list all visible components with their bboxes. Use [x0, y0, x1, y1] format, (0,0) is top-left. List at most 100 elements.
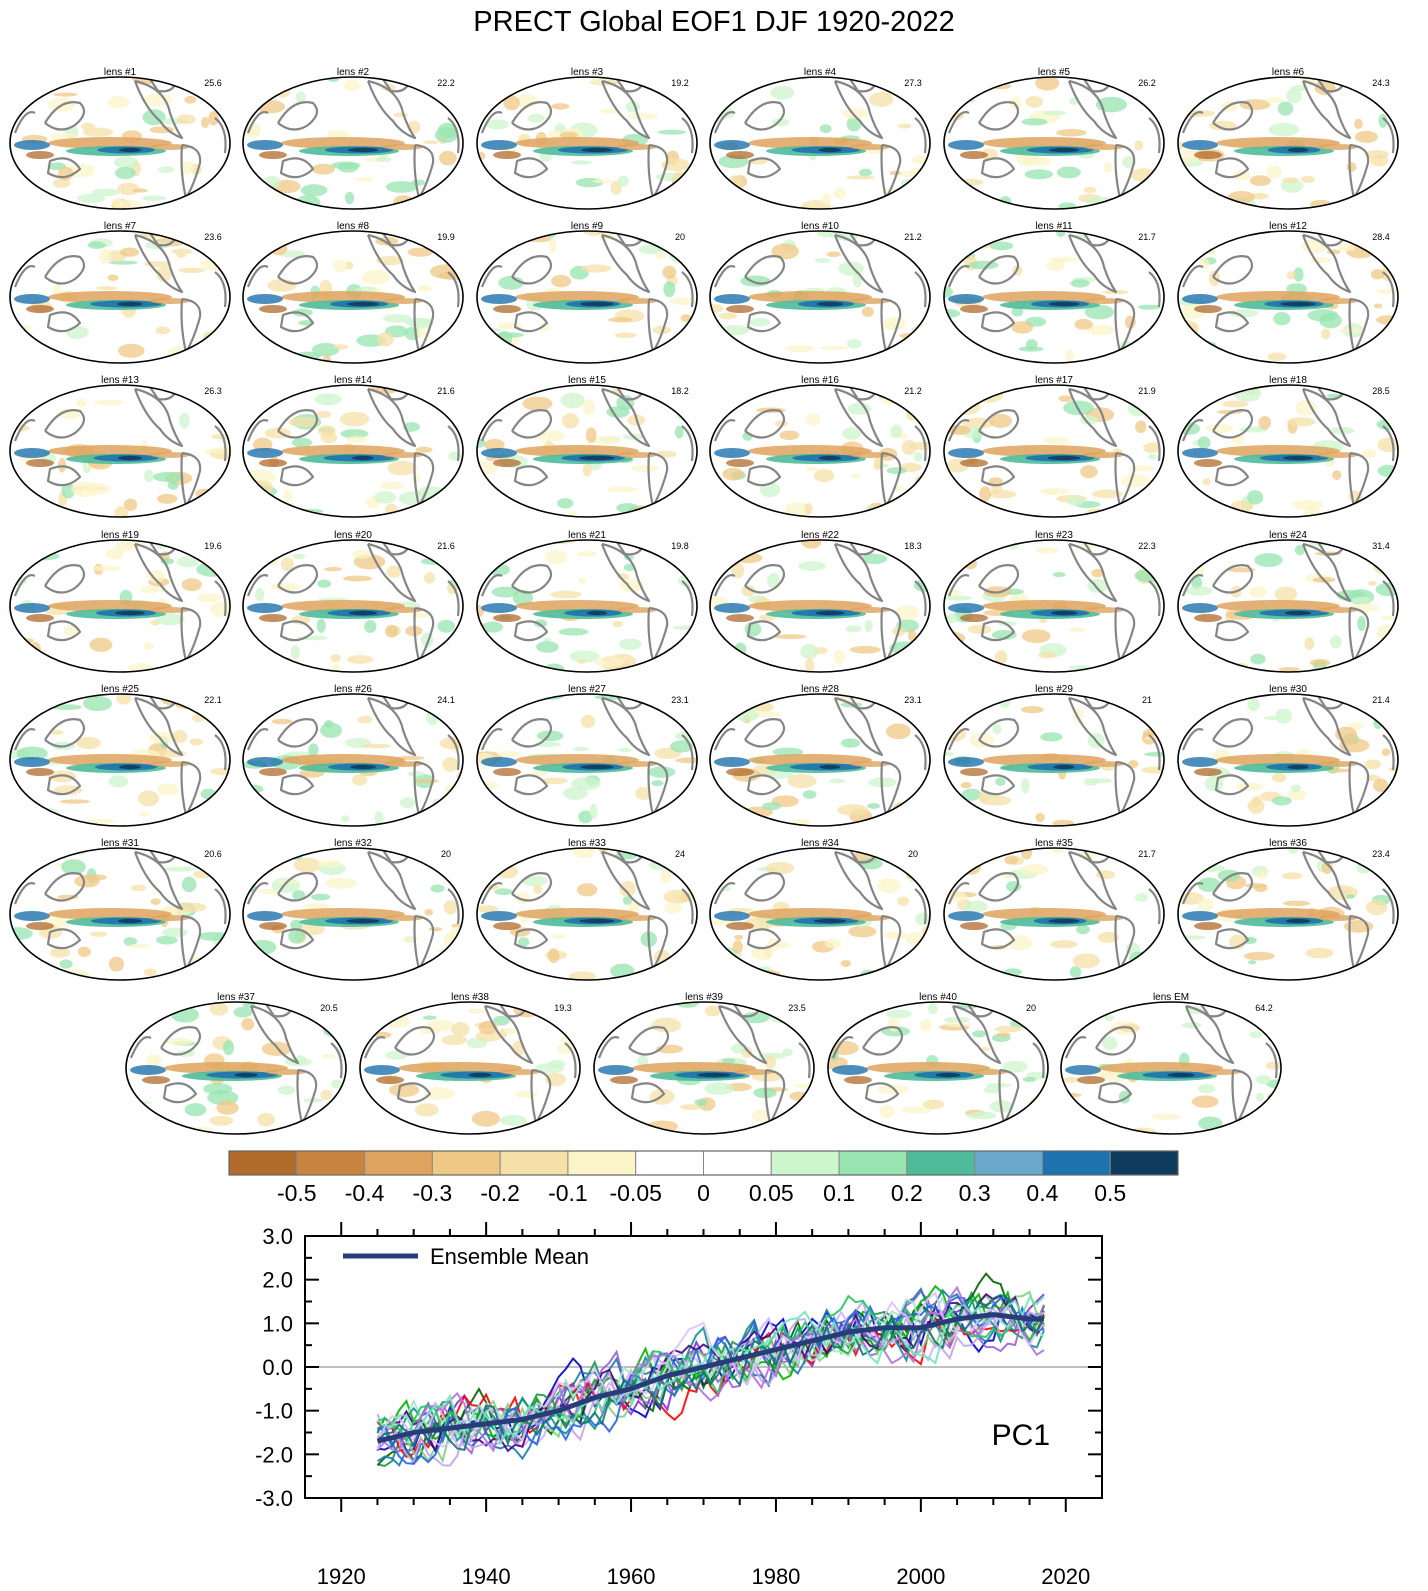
continent-outline	[798, 1042, 811, 1079]
continent-outline	[513, 774, 549, 796]
continent-outline	[746, 620, 782, 642]
panel-variance: 20.5	[320, 1003, 338, 1013]
map-panel: lens #36 23.4	[1177, 838, 1399, 981]
continent-outline	[480, 574, 503, 597]
continent-outline	[1382, 734, 1395, 771]
continent-outline	[413, 451, 435, 508]
continent-outline	[914, 734, 927, 771]
continent-outline	[1148, 117, 1161, 154]
continent-outline	[13, 882, 36, 905]
continent-outline	[366, 387, 417, 448]
continent-outline	[246, 111, 269, 134]
colorbar-label: -0.05	[609, 1180, 661, 1206]
panel-variance: 21.7	[1138, 849, 1156, 859]
x-tick-label: 1980	[751, 1564, 800, 1589]
map-border	[476, 230, 698, 364]
map-border	[242, 847, 464, 981]
continent-outline	[947, 728, 970, 751]
continent-outline	[513, 620, 549, 642]
panel-variance: 24.3	[1372, 78, 1390, 88]
continent-outline	[1301, 696, 1352, 757]
continent-outline	[1382, 888, 1395, 925]
y-tick-label: 0.0	[262, 1355, 293, 1380]
panel-label: lens #10	[801, 221, 839, 232]
continent-outline	[480, 111, 503, 134]
precip-pattern	[1178, 231, 1398, 361]
continent-outline	[1214, 774, 1250, 796]
continent-outline	[1214, 311, 1250, 333]
continent-outline	[366, 850, 417, 911]
map-panel: lens #13 26.3	[9, 375, 231, 518]
continent-outline	[744, 101, 786, 131]
precip-pattern	[1179, 848, 1398, 980]
panel-variance: 23.4	[1372, 849, 1390, 859]
panel-label: lens #32	[334, 838, 372, 849]
continent-outline	[746, 157, 782, 179]
continent-outline	[44, 409, 86, 439]
panel-label: lens #24	[1269, 530, 1307, 541]
map-border	[9, 693, 231, 827]
continent-outline	[744, 718, 786, 748]
continent-outline	[1067, 696, 1118, 757]
colorbar-label: 0	[697, 1180, 710, 1206]
panel-variance: 21.6	[437, 386, 455, 396]
continent-outline	[1214, 157, 1250, 179]
continent-outline	[1212, 872, 1254, 902]
continent-outline	[277, 718, 319, 748]
colorbar-swatch	[431, 1150, 501, 1176]
continent-outline	[413, 914, 435, 971]
panel-variance: 19.9	[437, 232, 455, 242]
continent-outline	[1348, 914, 1370, 971]
continent-outline	[630, 1082, 666, 1104]
panel-variance: 21.7	[1138, 232, 1156, 242]
continent-outline	[13, 419, 36, 442]
panel-label: lens #3	[571, 67, 604, 78]
panel-label: lens #36	[1269, 838, 1307, 849]
continent-outline	[564, 1042, 577, 1079]
continent-outline	[713, 265, 736, 288]
continent-outline	[277, 564, 319, 594]
panel-label: lens #19	[101, 530, 139, 541]
continent-outline	[833, 850, 884, 911]
precip-pattern	[243, 231, 463, 363]
continent-outline	[717, 1004, 768, 1065]
panel-label: lens #18	[1269, 375, 1307, 386]
map-border	[476, 76, 698, 210]
continent-outline	[214, 425, 227, 462]
panel-variance: 20	[1026, 1003, 1036, 1013]
continent-outline	[647, 451, 669, 508]
panel-variance: 19.6	[204, 541, 222, 551]
map-border	[242, 693, 464, 827]
continent-outline	[1114, 143, 1136, 200]
continent-outline	[511, 101, 553, 131]
map-panel: lens #19 19.6	[9, 530, 231, 673]
map-border	[476, 693, 698, 827]
colorbar-label: 0.2	[891, 1180, 923, 1206]
panel-label: lens #7	[104, 221, 137, 232]
continent-outline	[978, 255, 1020, 285]
continent-outline	[394, 1026, 436, 1056]
map-panel-grid: lens #1 25.6 lens #2 22.2 lens #3 19.2 lens #4…	[9, 67, 1399, 1135]
map-border	[476, 384, 698, 518]
continent-outline	[1382, 580, 1395, 617]
continent-outline	[1114, 760, 1136, 817]
map-border	[709, 693, 931, 827]
continent-outline	[1212, 101, 1254, 131]
map-border	[943, 384, 1165, 518]
continent-outline	[947, 574, 970, 597]
continent-outline	[1212, 255, 1254, 285]
continent-outline	[277, 872, 319, 902]
continent-outline	[13, 111, 36, 134]
continent-outline	[1301, 850, 1352, 911]
continent-outline	[277, 101, 319, 131]
map-border	[9, 847, 231, 981]
continent-outline	[647, 606, 669, 663]
continent-outline	[947, 419, 970, 442]
continent-outline	[1181, 574, 1204, 597]
continent-outline	[1148, 425, 1161, 462]
continent-outline	[511, 409, 553, 439]
map-border	[476, 539, 698, 673]
continent-outline	[980, 311, 1016, 333]
continent-outline	[1067, 542, 1118, 603]
